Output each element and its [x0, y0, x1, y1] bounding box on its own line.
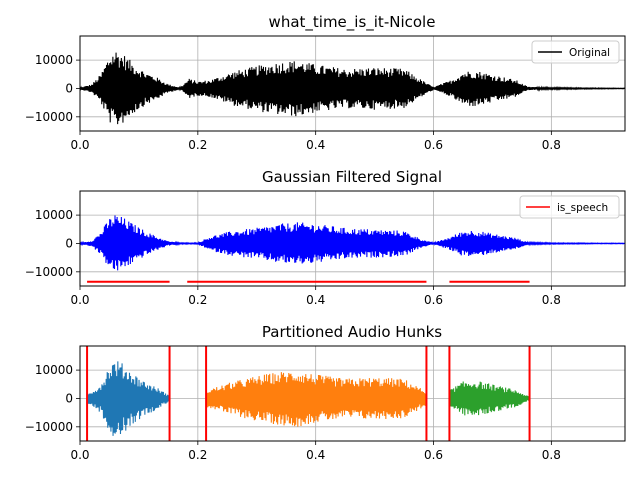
y-tick-label: 0 [65, 236, 73, 250]
y-tick-label: 10000 [35, 53, 73, 67]
legend-label-original: Original [569, 47, 610, 59]
x-tick-label: 0.4 [306, 448, 325, 462]
x-tick-label: 0.6 [424, 293, 443, 307]
subplot-filtered: Gaussian Filtered Signal 0.0 0.2 0.4 0.6 0.8… [25, 168, 626, 307]
x-tick-label: 0.0 [70, 293, 89, 307]
axes-frame [79, 345, 626, 442]
subplot-partitioned: Partitioned Audio Hunks 0.0 0.2 0.4 0.6 0.8 1… [25, 323, 626, 462]
x-tick-label: 0.2 [188, 448, 207, 462]
legend: Original [531, 40, 620, 64]
series-line-hunk-2 [205, 372, 427, 427]
x-tick-label: 0.2 [188, 293, 207, 307]
legend-box [531, 40, 620, 64]
x-tick-label: 0.4 [306, 293, 325, 307]
subplot-title: Gaussian Filtered Signal [262, 168, 442, 186]
x-tick-label: 0.8 [542, 138, 561, 152]
x-tick-label: 0.4 [306, 138, 325, 152]
y-tick-label: 0 [65, 81, 73, 95]
axes-frame [79, 190, 626, 287]
subplot-original: what_time_is_it-Nicole 0.0 0.2 0.4 0.6 0.8 10… [25, 13, 626, 152]
legend-label-is-speech: is_speech [557, 202, 608, 214]
y-tick-label: 10000 [35, 363, 73, 377]
x-tick-label: 0.8 [542, 448, 561, 462]
series-line-filtered [80, 215, 625, 271]
legend-box [519, 195, 620, 219]
y-tick-label: 0 [65, 391, 73, 405]
x-tick-label: 0.6 [424, 138, 443, 152]
y-tick-label: −10000 [25, 420, 73, 434]
subplot-title: Partitioned Audio Hunks [262, 323, 442, 341]
axes-frame [79, 35, 626, 132]
series-line-hunk-1 [86, 361, 170, 436]
legend: is_speech [519, 195, 620, 219]
series-line-hunk-3 [448, 381, 531, 416]
series-line-original [80, 52, 625, 125]
x-tick-label: 0.8 [542, 293, 561, 307]
y-tick-label: −10000 [25, 110, 73, 124]
x-tick-label: 0.0 [70, 448, 89, 462]
x-tick-label: 0.0 [70, 138, 89, 152]
y-tick-label: −10000 [25, 265, 73, 279]
x-tick-label: 0.2 [188, 138, 207, 152]
y-tick-label: 10000 [35, 208, 73, 222]
subplot-title: what_time_is_it-Nicole [269, 13, 436, 32]
x-tick-label: 0.6 [424, 448, 443, 462]
